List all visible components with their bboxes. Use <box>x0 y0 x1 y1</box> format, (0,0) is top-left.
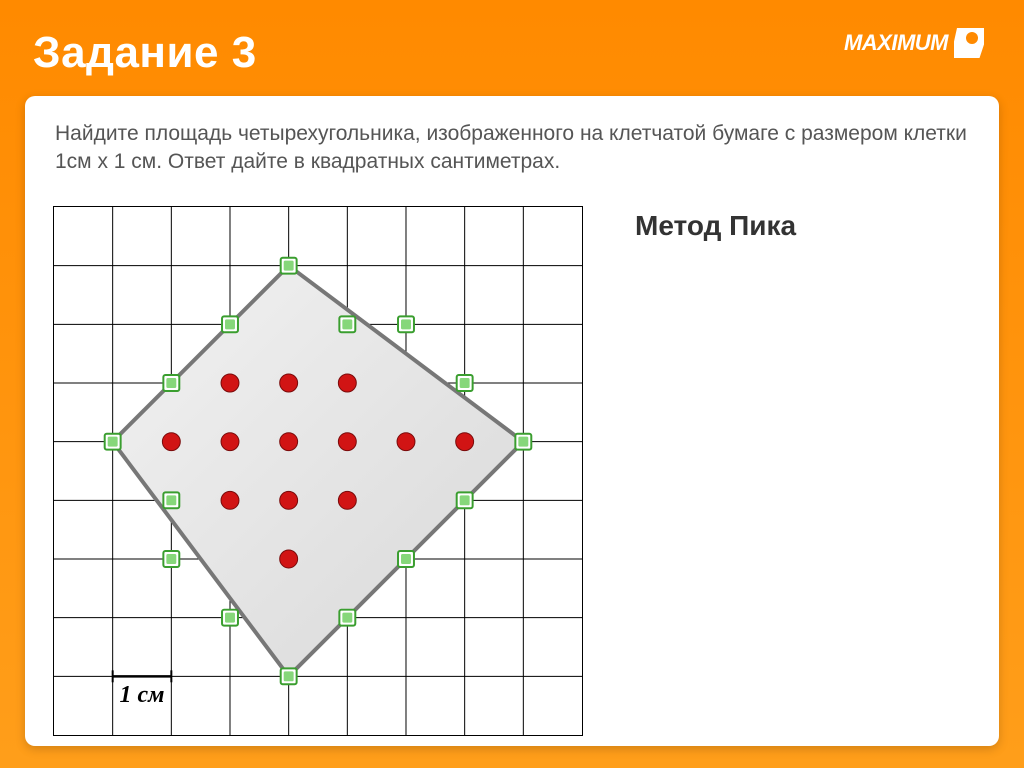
brand-logo-icon <box>954 28 984 58</box>
pick-diagram-svg: 1 см <box>54 207 582 735</box>
quadrilateral <box>113 266 524 677</box>
brand-logo: MAXIMUM <box>844 28 984 58</box>
method-label: Метод Пика <box>635 210 796 242</box>
scale-mark: 1 см <box>113 670 172 708</box>
pick-diagram: 1 см <box>53 206 583 736</box>
svg-text:1 см: 1 см <box>120 682 165 708</box>
problem-text: Найдите площадь четырехугольника, изобра… <box>55 120 969 177</box>
brand-logo-text: MAXIMUM <box>844 30 948 56</box>
slide-root: MAXIMUM Задание 3 Найдите площадь четыре… <box>0 0 1024 768</box>
content-panel: Найдите площадь четырехугольника, изобра… <box>25 96 999 746</box>
